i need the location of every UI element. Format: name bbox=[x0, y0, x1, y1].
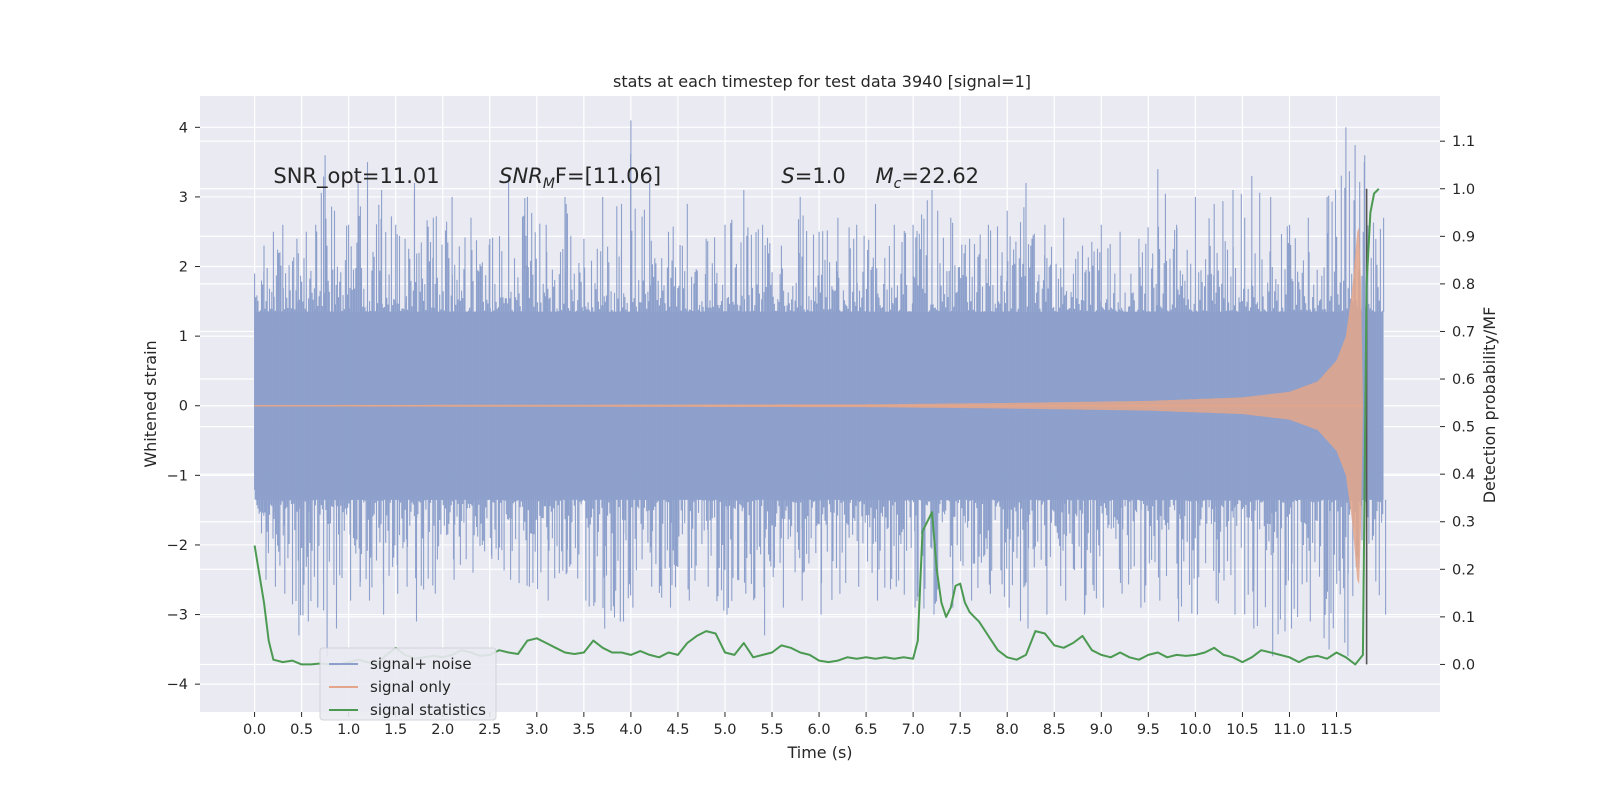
y2-tick-label-7: 0.4 bbox=[1452, 467, 1475, 483]
legend: signal+ noise signal only signal statistic… bbox=[319, 647, 497, 721]
legend-box bbox=[319, 647, 497, 721]
x-tick-label-10: 5.0 bbox=[713, 722, 736, 738]
x-tick-label-4: 2.0 bbox=[431, 722, 454, 738]
y2-tick-label-5: 0.6 bbox=[1452, 372, 1475, 388]
y2-ticks: 1.1 1.0 0.9 0.8 0.7 0.6 0.5 0.4 0.3 0.2 0.1 0.0 bbox=[1440, 134, 1475, 673]
annotations: SNR_opt=11.01 SNRMF=[11.06] S=1.0 Mc=22.62 bbox=[273, 164, 979, 192]
y2-tick-label-6: 0.5 bbox=[1452, 420, 1475, 436]
noise-spikes bbox=[254, 120, 1387, 657]
y-tick-label-0: 4 bbox=[179, 120, 188, 136]
x-tick-label-16: 8.0 bbox=[996, 722, 1019, 738]
x-tick-label-14: 7.0 bbox=[902, 722, 925, 738]
y-tick-label-8: −4 bbox=[167, 677, 188, 693]
x-tick-label-19: 9.5 bbox=[1137, 722, 1160, 738]
x-tick-label-15: 7.5 bbox=[949, 722, 972, 738]
y-tick-label-5: −1 bbox=[167, 468, 188, 484]
y-tick-label-1: 3 bbox=[179, 190, 188, 206]
x-tick-label-7: 3.5 bbox=[572, 722, 595, 738]
y-tick-label-7: −3 bbox=[167, 608, 188, 624]
signal-series bbox=[254, 227, 1363, 585]
x-tick-label-22: 11.0 bbox=[1273, 722, 1305, 738]
x-ticks: 0.0 0.5 1.0 1.5 2.0 2.5 3.0 3.5 4.0 4.5 5.0 5.5 6.0 6… bbox=[243, 712, 1353, 738]
y-tick-label-2: 2 bbox=[179, 260, 188, 276]
annotation-3: Mc=22.62 bbox=[876, 164, 980, 192]
y-tick-label-4: 0 bbox=[179, 399, 188, 415]
y2-tick-label-0: 1.1 bbox=[1452, 134, 1475, 150]
y2-axis-label: Detection probability/MF bbox=[1480, 307, 1499, 504]
x-tick-label-0: 0.0 bbox=[243, 722, 266, 738]
x-tick-label-18: 9.0 bbox=[1090, 722, 1113, 738]
x-tick-label-12: 6.0 bbox=[808, 722, 831, 738]
y2-tick-label-11: 0.0 bbox=[1452, 657, 1475, 673]
x-tick-label-3: 1.5 bbox=[384, 722, 407, 738]
annotation-2: S=1.0 bbox=[781, 164, 845, 188]
y2-tick-label-10: 0.1 bbox=[1452, 610, 1475, 626]
x-tick-label-23: 11.5 bbox=[1320, 722, 1352, 738]
x-tick-label-17: 8.5 bbox=[1043, 722, 1066, 738]
legend-label-1: signal only bbox=[370, 678, 451, 696]
y2-tick-label-2: 0.9 bbox=[1452, 229, 1475, 245]
x-tick-label-5: 2.5 bbox=[478, 722, 501, 738]
y2-tick-label-8: 0.3 bbox=[1452, 515, 1475, 531]
x-tick-label-9: 4.5 bbox=[666, 722, 689, 738]
legend-label-2: signal statistics bbox=[370, 701, 486, 719]
y-tick-label-6: −2 bbox=[167, 538, 188, 554]
y2-tick-label-9: 0.2 bbox=[1452, 562, 1475, 578]
x-tick-label-21: 10.5 bbox=[1226, 722, 1258, 738]
y-ticks: 4 3 2 1 0 −1 −2 −3 −4 bbox=[167, 120, 200, 693]
chart-title: stats at each timestep for test data 394… bbox=[613, 72, 1031, 91]
annotation-0: SNR_opt=11.01 bbox=[273, 164, 439, 189]
y2-tick-label-4: 0.7 bbox=[1452, 324, 1475, 340]
y2-tick-label-3: 0.8 bbox=[1452, 277, 1475, 293]
x-axis-label: Time (s) bbox=[786, 743, 852, 762]
y-tick-label-3: 1 bbox=[179, 329, 188, 345]
x-tick-label-13: 6.5 bbox=[855, 722, 878, 738]
x-tick-label-2: 1.0 bbox=[337, 722, 360, 738]
annotation-1: SNRMF=[11.06] bbox=[499, 164, 661, 192]
y2-tick-label-1: 1.0 bbox=[1452, 182, 1475, 198]
legend-label-0: signal+ noise bbox=[370, 655, 472, 673]
x-tick-label-1: 0.5 bbox=[290, 722, 313, 738]
x-tick-label-20: 10.0 bbox=[1179, 722, 1211, 738]
x-tick-label-8: 4.0 bbox=[619, 722, 642, 738]
x-tick-label-11: 5.5 bbox=[760, 722, 783, 738]
x-tick-label-6: 3.0 bbox=[525, 722, 548, 738]
y-axis-label: Whitened strain bbox=[141, 340, 160, 467]
